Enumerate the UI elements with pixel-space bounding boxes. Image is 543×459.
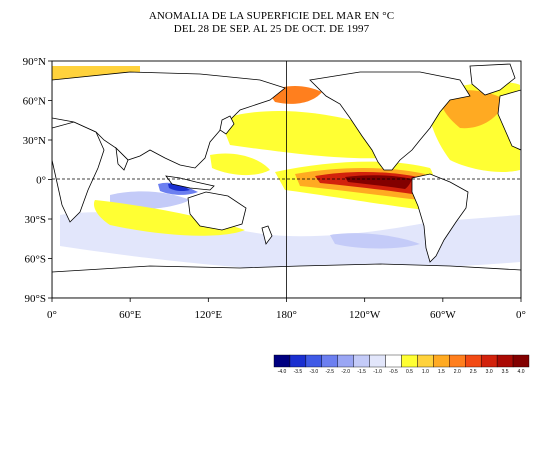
lon-tick-label: 120°E xyxy=(195,309,223,321)
colorbar-swatch xyxy=(273,354,291,368)
colorbar-swatch xyxy=(305,354,323,368)
lat-tick-label: 0° xyxy=(36,175,46,187)
anomaly-warm-west-pacific xyxy=(210,153,270,176)
anomaly-el-nino-peak xyxy=(345,175,412,189)
colorbar-swatch xyxy=(353,354,370,368)
lat-tick-label: 90°S xyxy=(24,293,46,305)
lat-tick-label: 90°N xyxy=(23,56,46,68)
anomaly-warm-nw-atlantic xyxy=(440,90,505,129)
land-north-america xyxy=(309,71,471,171)
colorbar-tick-label: 1.0 xyxy=(422,369,429,375)
lat-tick-label: 30°S xyxy=(24,214,46,226)
colorbar-tick-label: 1.5 xyxy=(438,369,445,375)
latitude-axis: 90°N 60°N 30°N 0° 30°S 60°S 90°S xyxy=(23,56,52,305)
lon-tick-label: 0° xyxy=(47,309,57,321)
land-japan xyxy=(219,115,235,135)
colorbar-swatch xyxy=(512,354,530,368)
land-new-zealand xyxy=(261,225,273,245)
land-south-america xyxy=(411,173,469,263)
anomaly-warm-north-pacific xyxy=(220,110,389,159)
colorbar-swatch xyxy=(480,354,498,368)
colorbar-tick-label: 2.5 xyxy=(470,369,477,375)
colorbar-swatch xyxy=(496,354,514,368)
colorbar-swatch xyxy=(369,354,386,368)
land-greenland xyxy=(469,63,516,96)
colorbar-swatch xyxy=(321,354,338,368)
anomaly-field xyxy=(52,66,520,270)
longitude-axis: 0° 60°E 120°E 180° 120°W 60°W 0° xyxy=(47,298,526,321)
lon-tick-label: 180° xyxy=(276,309,297,321)
colorbar-tick-label: -2.5 xyxy=(325,369,334,375)
colorbar-tick-label: -3.5 xyxy=(294,369,303,375)
colorbar-swatch xyxy=(337,354,354,368)
chart-title: ANOMALIA DE LA SUPERFICIE DEL MAR EN °C xyxy=(148,10,395,22)
colorbar-tick-label: -0.5 xyxy=(389,369,398,375)
colorbar-tick-label: 0.5 xyxy=(406,369,413,375)
lon-tick-label: 0° xyxy=(516,309,526,321)
colorbar-tick-label: -4.0 xyxy=(278,369,287,375)
anomaly-strong-cool-indonesia xyxy=(168,183,190,192)
colorbar-tick-label: -1.0 xyxy=(373,369,382,375)
lat-tick-label: 30°N xyxy=(23,135,46,147)
colorbar-swatch xyxy=(289,354,307,368)
lon-tick-label: 120°W xyxy=(349,309,381,321)
land-europe-east xyxy=(497,89,521,151)
lat-tick-label: 60°N xyxy=(23,96,46,108)
anomaly-cool-south-pacific xyxy=(330,233,420,249)
colorbar-tick-label: 2.0 xyxy=(454,369,461,375)
colorbar-tick-label: -2.0 xyxy=(341,369,350,375)
land-eurasia xyxy=(52,71,286,169)
colorbar-swatch xyxy=(417,354,434,368)
chart-subtitle: DEL 28 DE SEP. AL 25 DE OCT. DE 1997 xyxy=(173,23,370,35)
lat-tick-label: 60°S xyxy=(24,254,46,266)
lon-tick-label: 60°E xyxy=(119,309,141,321)
land-india xyxy=(115,146,129,171)
colorbar: -4.0 -3.5 -3.0 -2.5 -2.0 -1.5 -1.0 -0.5 0.5 1.0 1.… xyxy=(273,354,530,375)
lon-tick-label: 60°W xyxy=(430,309,456,321)
land-australia xyxy=(187,191,247,231)
colorbar-tick-label: -1.5 xyxy=(357,369,366,375)
colorbar-tick-label: 3.0 xyxy=(486,369,493,375)
colorbar-swatch xyxy=(385,354,402,368)
colorbar-swatch xyxy=(465,354,482,368)
colorbar-swatch xyxy=(449,354,466,368)
coastlines xyxy=(52,63,521,298)
colorbar-swatch xyxy=(401,354,418,368)
colorbar-swatch xyxy=(433,354,450,368)
colorbar-tick-label: -3.0 xyxy=(310,369,319,375)
colorbar-tick-label: 4.0 xyxy=(518,369,525,375)
colorbar-tick-label: 3.5 xyxy=(502,369,509,375)
